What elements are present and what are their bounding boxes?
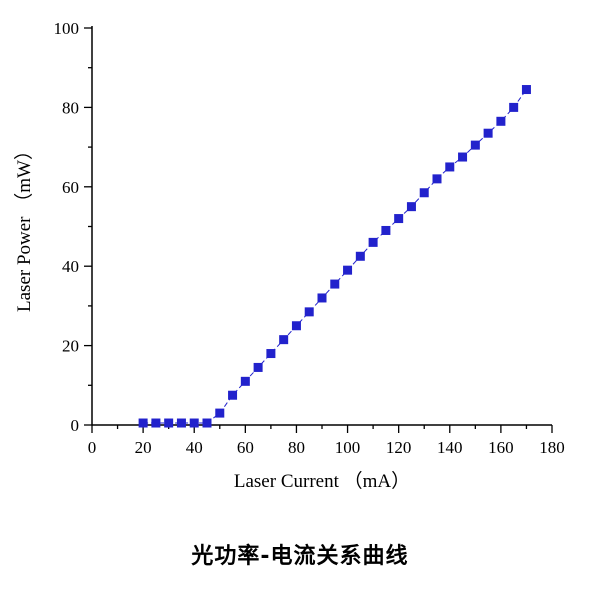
x-axis-ticks: 0 20 40 60 80 100 120 140 160 180 [88, 425, 565, 457]
y-tick-label: 20 [62, 337, 79, 356]
data-point-marker [394, 214, 404, 224]
data-point-marker [176, 418, 186, 428]
y-tick-label: 80 [62, 98, 79, 117]
data-point-marker [496, 116, 506, 126]
data-point-marker [381, 225, 391, 235]
chart-title: 光功率-电流关系曲线 [191, 544, 409, 569]
data-point-marker [138, 418, 148, 428]
data-point-marker [266, 349, 276, 359]
data-point-marker [202, 418, 212, 428]
data-point-marker [189, 418, 199, 428]
data-point-marker [253, 362, 263, 372]
data-point-marker [279, 335, 289, 345]
x-tick-label: 0 [88, 438, 97, 457]
data-point-marker [330, 279, 340, 289]
x-tick-label: 20 [135, 438, 152, 457]
data-point-marker [355, 251, 365, 261]
y-axis-ticks: 0 20 40 60 80 100 [54, 19, 92, 435]
data-point-marker [521, 85, 531, 95]
data-point-marker [470, 140, 480, 150]
y-tick-label: 0 [71, 416, 80, 435]
x-tick-label: 120 [386, 438, 412, 457]
data-point-marker [151, 418, 161, 428]
laser-power-chart: 0 20 40 60 80 100 120 140 160 180 0 20 40 60 80 100 Lase… [13, 19, 565, 492]
data-point-marker [432, 174, 442, 184]
x-tick-label: 180 [539, 438, 565, 457]
data-point-marker [445, 162, 455, 172]
data-series [138, 85, 531, 428]
data-point-marker [291, 321, 301, 331]
y-axis-label: Laser Power （mW） [13, 141, 35, 312]
x-tick-label: 100 [335, 438, 361, 457]
data-point-marker [458, 152, 468, 162]
x-tick-label: 40 [186, 438, 203, 457]
x-tick-label: 140 [437, 438, 463, 457]
series-line [143, 89, 527, 424]
data-point-marker [317, 293, 327, 303]
axes [91, 26, 552, 426]
data-point-marker [228, 390, 238, 400]
y-tick-label: 60 [62, 178, 79, 197]
x-tick-label: 60 [237, 438, 254, 457]
data-point-marker [419, 188, 429, 198]
y-tick-label: 40 [62, 257, 79, 276]
data-point-marker [406, 202, 416, 212]
x-tick-label: 160 [488, 438, 514, 457]
axis-labels: Laser Current （mA） Laser Power （mW） [13, 141, 410, 492]
data-point-marker [215, 408, 225, 418]
data-point-marker [343, 265, 353, 275]
data-point-marker [164, 418, 174, 428]
data-point-marker [368, 237, 378, 247]
data-point-marker [304, 307, 314, 317]
data-point-marker [509, 102, 519, 112]
x-axis-label: Laser Current （mA） [234, 470, 410, 492]
x-tick-label: 80 [288, 438, 305, 457]
data-point-marker [483, 128, 493, 138]
chart-canvas: 0 20 40 60 80 100 120 140 160 180020406080100Lase… [13, 19, 565, 492]
y-tick-label: 100 [54, 19, 80, 38]
data-point-marker [240, 376, 250, 386]
